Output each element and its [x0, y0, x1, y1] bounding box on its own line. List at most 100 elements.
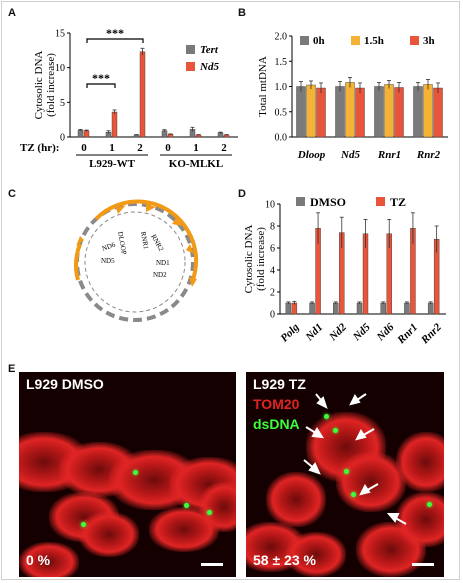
significance-bracket — [86, 38, 144, 43]
chart-b: 0.0 0.5 1.0 1.5 2.0 Total mtDNA Dloop Nd5 Rnr1 Rn… — [257, 32, 448, 161]
panel-c-label: C — [8, 188, 16, 200]
micrograph-dmso: L929 DMSO 0 % — [19, 372, 236, 577]
legend-label: Tert — [200, 44, 219, 56]
dmso-title: L929 DMSO — [26, 376, 104, 392]
y-axis-label: Cytosolic DNA — [33, 51, 45, 120]
x-tick-label: 0 — [81, 142, 87, 154]
bar — [374, 86, 384, 138]
bar — [413, 86, 423, 138]
y-tick-label: 2.0 — [275, 32, 288, 43]
legend-swatch — [351, 36, 360, 45]
significance-label: *** — [92, 71, 110, 85]
legend-swatch — [186, 62, 195, 71]
bar — [83, 130, 90, 138]
legend-label: 0h — [313, 35, 325, 47]
bar — [333, 302, 339, 315]
y-tick-label: 0.0 — [275, 133, 288, 144]
y-axis-label: (fold increase) — [255, 227, 267, 291]
y-tick-label: 6 — [270, 244, 275, 255]
arrow-head-3 — [172, 218, 182, 226]
chart-a: 0 5 10 15 Cytosolic DNA (fold increase) 0 1 2 0 1 2… — [20, 26, 238, 170]
tz-hours-label: TZ (hr): — [20, 142, 59, 154]
arrow-icon — [315, 393, 328, 409]
gene-nd6: ND6 — [101, 241, 117, 253]
arrow-icon — [303, 459, 321, 475]
gene-rnr2: RNR2 — [149, 233, 165, 253]
micrograph-tz: L929 TZ TOM20 dsDNA 58 ± 23 % — [246, 372, 444, 577]
x-tick-label: 1 — [193, 142, 199, 154]
bar — [384, 84, 394, 138]
arrow-head-5 — [189, 277, 197, 287]
bar — [296, 86, 306, 138]
arrow-icon — [305, 426, 324, 439]
bar — [355, 87, 365, 138]
y-tick-label: 5 — [60, 98, 65, 109]
y-tick-label: 1.0 — [275, 82, 288, 93]
legend-label: DMSO — [310, 195, 346, 209]
x-tick-label: Rnr1 — [377, 149, 401, 161]
x-tick-label: 0 — [165, 142, 171, 154]
group-label: KO-MLKL — [169, 158, 223, 170]
bar — [423, 84, 433, 138]
gene-dloop: DLOOP — [116, 231, 128, 255]
y-tick-label: 0 — [60, 133, 65, 144]
group-label: L929-WT — [89, 158, 136, 170]
tz-percent: 58 ± 23 % — [253, 552, 316, 568]
legend-label: 1.5h — [364, 35, 384, 47]
legend-label: Nd5 — [199, 61, 219, 73]
x-tick-label: Nd6 — [374, 321, 397, 344]
significance-label: *** — [106, 26, 124, 40]
bar — [433, 87, 443, 138]
mtdna-diagram: DLOOP RNR1 RNR2 ND1 ND2 ND6 ND5 — [74, 199, 199, 322]
panel-d-label: D — [238, 188, 246, 200]
bar — [316, 87, 326, 138]
tz-arrows — [303, 393, 407, 525]
arrow-head-4 — [186, 244, 194, 254]
tom20-label: TOM20 — [253, 396, 300, 412]
x-tick-label: Nd1 — [303, 321, 326, 344]
legend-swatch — [410, 36, 419, 45]
y-tick-label: 10 — [55, 63, 65, 74]
orange-arc-right — [186, 229, 199, 283]
bar — [394, 87, 404, 138]
legend-swatch — [186, 45, 195, 54]
x-tick-label: Rnr2 — [418, 321, 444, 347]
x-tick-label: 2 — [137, 142, 143, 154]
bar — [285, 302, 292, 315]
tz-title: L929 TZ — [253, 376, 306, 392]
x-tick-label: Rnr1 — [395, 321, 421, 347]
dmso-scale-bar — [201, 563, 223, 566]
x-tick-label: Rnr2 — [416, 149, 441, 161]
bar — [404, 302, 410, 315]
bar — [111, 111, 118, 138]
y-tick-label: 0 — [270, 310, 275, 321]
x-tick-label: 1 — [109, 142, 115, 154]
tz-scale-bar — [412, 563, 434, 566]
legend-label: 3h — [423, 35, 435, 47]
arrow-head-2 — [146, 204, 156, 212]
y-tick-label: 1.5 — [275, 57, 288, 68]
y-tick-label: 15 — [55, 29, 65, 40]
bar — [345, 82, 355, 138]
gene-nd1: ND1 — [156, 259, 170, 267]
panel-e-label: E — [8, 363, 15, 372]
legend-swatch — [376, 197, 385, 206]
orange-arc-left — [74, 243, 82, 281]
dmso-percent: 0 % — [26, 552, 51, 568]
arrow-icon — [355, 428, 375, 441]
bar — [309, 302, 315, 315]
y-tick-label: 8 — [270, 222, 275, 233]
bar — [139, 51, 146, 138]
gene-rnr1: RNR1 — [139, 231, 150, 251]
bar — [167, 134, 174, 138]
legend-swatch — [300, 36, 309, 45]
bar — [77, 129, 84, 138]
x-tick-label: 2 — [221, 142, 227, 154]
bar — [380, 302, 386, 315]
dsdna-label: dsDNA — [253, 416, 300, 432]
x-tick-label: Polg — [278, 321, 302, 345]
outer-mtdna-circle — [75, 202, 195, 322]
